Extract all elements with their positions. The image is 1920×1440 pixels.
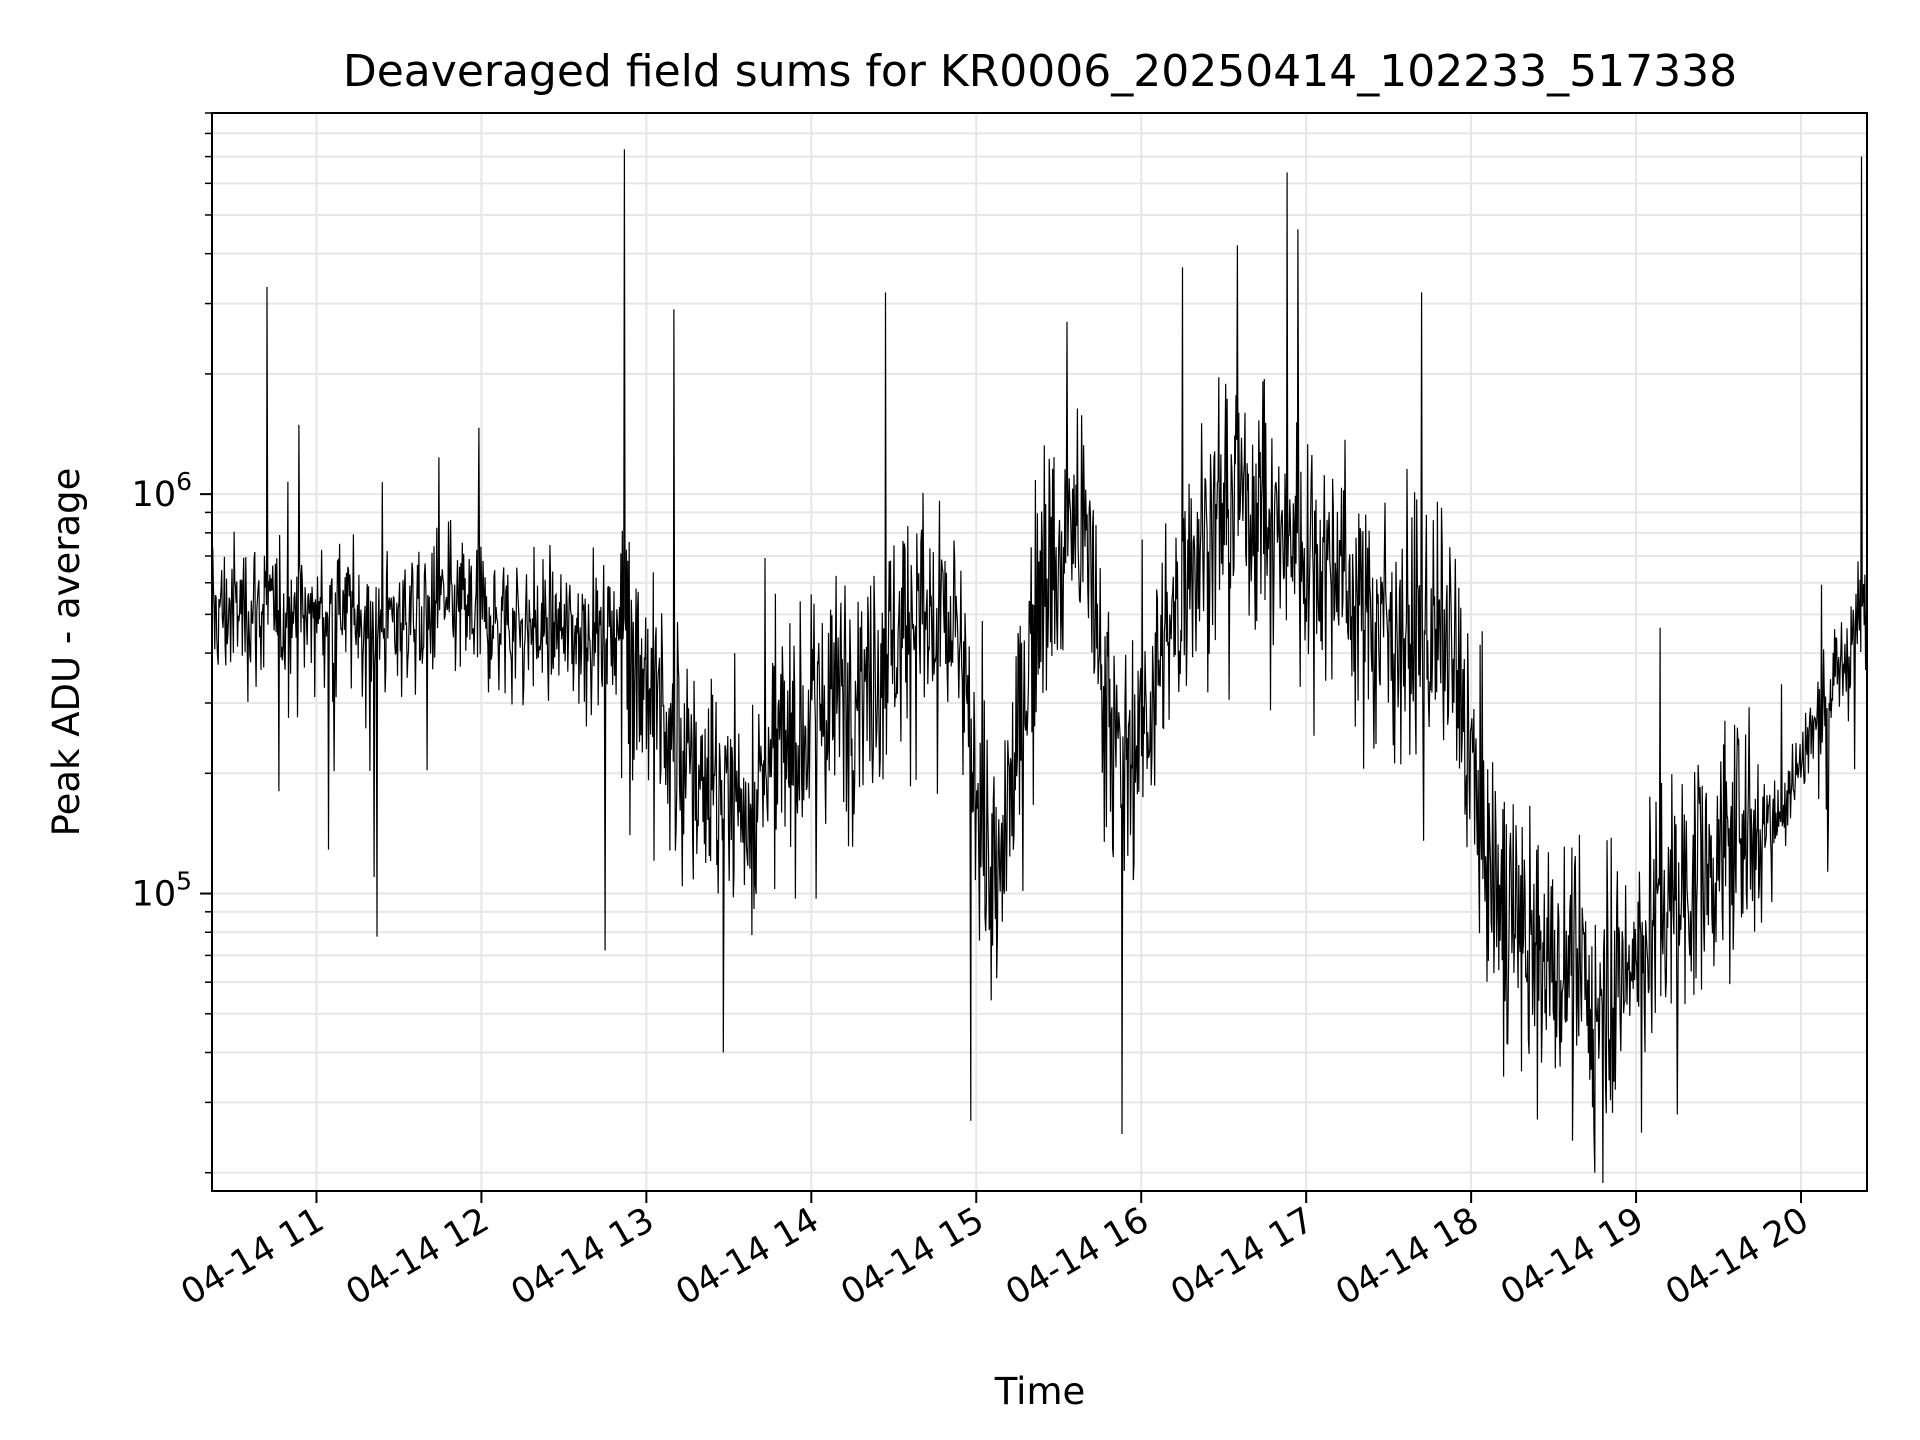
y-tick-label: 105 (132, 867, 192, 915)
x-axis-label: Time (994, 1370, 1086, 1413)
plot-frame (211, 112, 1868, 1192)
y-tick-label: 106 (132, 467, 192, 515)
chart-title: Deaveraged field sums for KR0006_2025041… (343, 46, 1737, 97)
y-axis: 105 106 (132, 112, 212, 1174)
y-axis-label: Peak ADU - average (45, 468, 88, 837)
grid (212, 112, 1867, 1191)
series-line (212, 149, 1867, 1184)
